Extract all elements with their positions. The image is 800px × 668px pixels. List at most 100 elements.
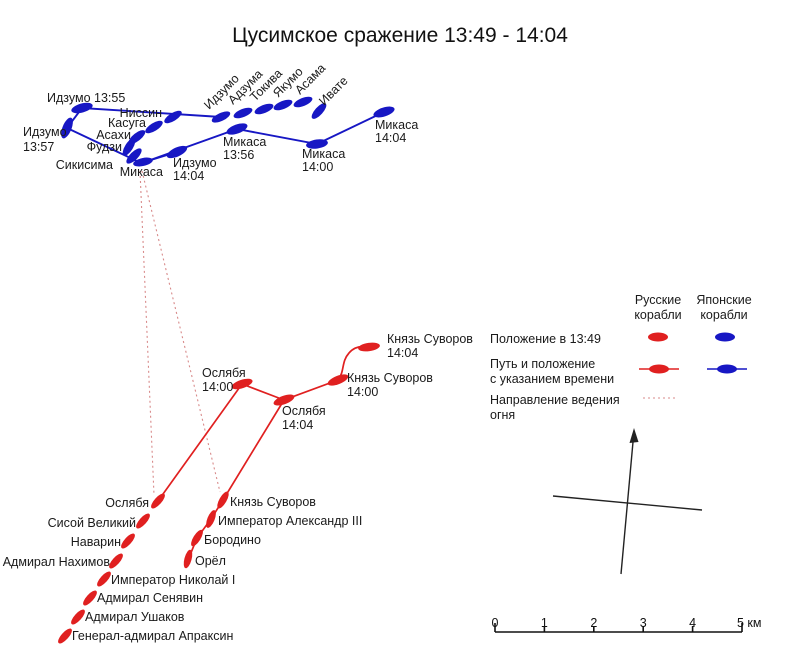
ship-label: Идзумо	[23, 125, 67, 139]
ship-label: Ниссин	[120, 106, 162, 120]
ship-marker	[133, 157, 153, 167]
ship-label: Сикисима	[56, 158, 113, 172]
compass-north-arrow-icon	[629, 428, 639, 443]
ship-label: 14:00	[302, 160, 333, 174]
ship-label: 13:56	[223, 148, 254, 162]
ship-marker	[273, 394, 295, 406]
ship-marker	[122, 138, 136, 156]
mikasa-path	[141, 111, 385, 164]
ship-label: 14:00	[347, 385, 378, 399]
ship-marker	[254, 103, 274, 115]
legend-column-russian: Русские корабли	[634, 293, 682, 322]
ship-marker	[126, 148, 142, 164]
compass	[552, 428, 703, 575]
ship-marker	[61, 117, 73, 139]
fire-direction-line	[139, 170, 155, 496]
ship-marker	[217, 491, 229, 509]
ship-marker	[183, 549, 193, 569]
ship-label: Адмирал Сенявин	[97, 591, 203, 605]
ship-label: Князь Суворов	[347, 371, 433, 385]
ship-label: 14:04	[387, 346, 418, 360]
ship-label: Ослябя	[282, 404, 326, 418]
ship-label: Орёл	[195, 554, 226, 568]
oslyabya-path	[157, 382, 285, 502]
ship-label: 14:04	[282, 418, 313, 432]
ship-label: 14:04	[173, 169, 204, 183]
ship-marker	[206, 510, 216, 528]
ship-label: Идзумо 13:55	[47, 91, 125, 105]
scale-label: 2	[590, 616, 597, 630]
ship-marker	[211, 111, 231, 123]
legend-label-fire-line2: огня	[490, 408, 516, 422]
ship-marker	[136, 513, 150, 529]
ship-marker	[83, 590, 97, 606]
scale-bar: 0 1 2 3 4 5 км	[492, 616, 762, 633]
legend-label-path: Путь и положение с указанием времени	[490, 357, 614, 387]
legend-label-position: Положение в 13:49	[490, 332, 601, 346]
legend-label-fire-line1: Направление ведения	[490, 393, 620, 407]
ship-marker	[151, 493, 165, 509]
legend-symbol-position-russian	[648, 332, 668, 342]
ship-label: Генерал-адмирал Апраксин	[72, 629, 233, 643]
scale-label: 3	[640, 616, 647, 630]
legend-label-path-line2: с указанием времени	[490, 372, 615, 386]
ship-label: Адмирал Ушаков	[85, 610, 185, 624]
ship-label: Идзумо	[173, 156, 217, 170]
ship-marker	[145, 120, 163, 134]
ship-marker	[97, 571, 111, 587]
ship-label: Ивате	[316, 74, 350, 108]
scale-label: 5 км	[737, 616, 762, 630]
ship-label: Бородино	[204, 533, 261, 547]
ship-label: Император Александр III	[218, 514, 362, 528]
ship-marker	[164, 110, 182, 124]
ship-marker	[166, 145, 188, 159]
ship-marker	[273, 99, 293, 111]
scale-label: 4	[689, 616, 696, 630]
ship-marker	[233, 107, 253, 119]
legend-symbol-fire-direction	[643, 397, 676, 399]
legend-label-fire: Направление ведения огня	[490, 393, 620, 423]
ship-marker	[327, 374, 349, 386]
ship-marker	[226, 123, 248, 135]
ship-marker	[71, 609, 85, 625]
ship-marker	[373, 106, 395, 118]
legend-symbol-path-japanese	[707, 364, 747, 374]
page-title: Цусимское сражение 13:49 - 14:04	[232, 24, 568, 47]
ship-marker	[358, 342, 380, 352]
ship-label: Асахи	[96, 128, 131, 142]
ship-label: Микаса	[120, 165, 163, 179]
ship-marker	[311, 103, 327, 119]
ship-marker	[121, 533, 135, 549]
ship-marker	[231, 378, 253, 390]
ship-marker	[71, 102, 93, 114]
legend-symbol-path-russian	[639, 364, 679, 374]
ship-label: Император Николай I	[111, 573, 235, 587]
scale-label: 1	[541, 616, 548, 630]
fire-direction-line	[141, 170, 221, 493]
legend-label-path-line1: Путь и положение	[490, 357, 596, 371]
legend-symbol-position-japanese	[715, 332, 735, 342]
ship-label: Микаса	[375, 118, 418, 132]
ship-label: 14:00	[202, 380, 233, 394]
compass-east-west-line	[552, 495, 703, 511]
legend-column-japanese: Японские корабли	[696, 293, 752, 322]
ship-marker	[191, 529, 203, 547]
ship-label: Ослябя	[105, 496, 149, 510]
ship-label: Микаса	[302, 147, 345, 161]
ship-label: Касуга	[108, 116, 146, 130]
ship-label: Наварин	[71, 535, 121, 549]
ship-label: Ослябя	[202, 366, 246, 380]
scale-label: 0	[492, 616, 499, 630]
ship-label: Князь Суворов	[230, 495, 316, 509]
ship-marker	[109, 553, 123, 569]
ship-label: Сисой Великий	[48, 516, 136, 530]
ship-marker	[293, 96, 313, 108]
ship-label: Князь Суворов	[387, 332, 473, 346]
ship-label: Адмирал Нахимов	[3, 555, 111, 569]
ship-marker	[306, 139, 328, 149]
ship-label: 14:04	[375, 131, 406, 145]
ship-marker	[58, 628, 72, 644]
ship-label: Микаса	[223, 135, 266, 149]
